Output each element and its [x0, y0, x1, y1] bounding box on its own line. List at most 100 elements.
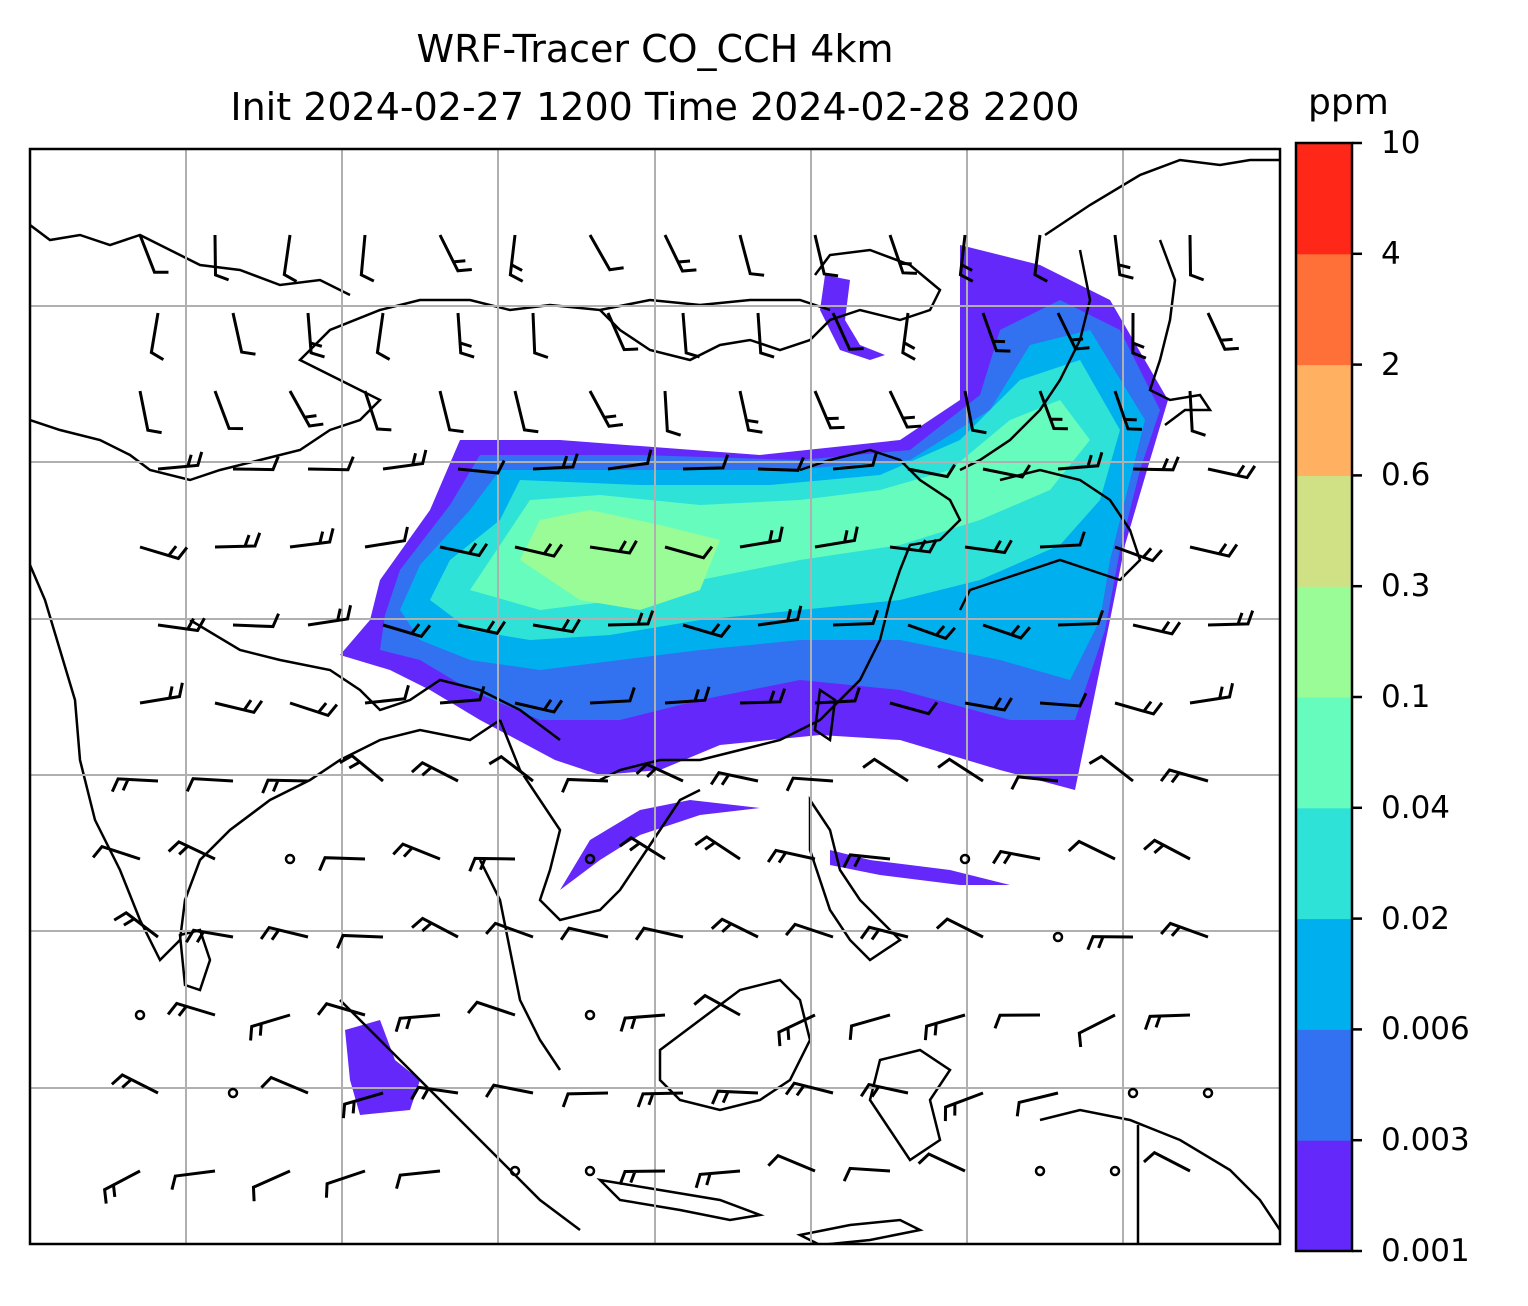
wind-barb [993, 1013, 1041, 1029]
wind-barb [1188, 234, 1205, 282]
wind-barb [157, 451, 204, 471]
wind-barb [935, 917, 984, 939]
wind-barb [785, 776, 834, 792]
wind-barb [1143, 1013, 1191, 1031]
wind-barb [1114, 545, 1163, 563]
wind-barb [103, 1169, 141, 1204]
wind-barb [943, 1091, 984, 1122]
map-title-line2: Init 2024-02-27 1200 Time 2024-02-28 220… [230, 85, 1080, 129]
wind-barb [1207, 464, 1257, 480]
wind-barb [606, 312, 639, 352]
wind-barb [963, 390, 987, 435]
wind-barb [814, 687, 861, 705]
wind-barb [693, 993, 741, 1017]
wind-barb [232, 456, 280, 472]
wind-barb [318, 856, 366, 872]
wind-barb [485, 921, 534, 939]
colorbar-band [1296, 586, 1352, 698]
wind-barb [468, 856, 516, 872]
wind-barb [589, 540, 638, 555]
wind-barb [336, 933, 384, 949]
plume-patch-sumatra [345, 1020, 420, 1115]
wind-barb [1143, 838, 1191, 861]
wind-barb-calm [1127, 1087, 1139, 1099]
wind-barb [457, 459, 506, 475]
wind-barb [532, 618, 581, 634]
colorbar-band [1296, 475, 1352, 587]
colorbar-tick-label: 10 [1381, 125, 1421, 161]
wind-barb [589, 687, 636, 705]
wind-barb [157, 617, 206, 633]
wind-barb [289, 701, 339, 718]
wind-barb [1142, 1150, 1191, 1173]
coastline-java [596, 1178, 765, 1222]
wind-barb [561, 1091, 609, 1108]
wind-barb [307, 456, 355, 472]
wind-barb [382, 623, 432, 639]
wind-barb [619, 1013, 666, 1032]
wind-barb [232, 613, 280, 629]
wind-barb [185, 777, 234, 793]
colorbar-tick-label: 0.04 [1381, 789, 1451, 826]
wind-barb [766, 848, 816, 864]
wind-barb [410, 760, 459, 783]
wind-barb [981, 312, 1011, 353]
colorbar-band [1296, 143, 1352, 255]
wind-barb [888, 390, 922, 429]
wind-barb [259, 925, 309, 941]
colorbar-band [1296, 697, 1352, 809]
wind-barb [848, 1013, 891, 1041]
tracer-plume [340, 245, 1168, 1115]
wind-barb [964, 697, 1013, 712]
wind-barb [392, 842, 441, 861]
wind-barb [138, 390, 162, 435]
wind-barb [364, 684, 410, 705]
coastline-tibet [189, 618, 561, 741]
plume-patch-philippines [830, 850, 1010, 885]
wind-barb [709, 770, 759, 786]
wind-barb [306, 312, 325, 359]
colorbar-bands [1296, 143, 1352, 1252]
wind-barb [561, 777, 609, 793]
wind-barb [588, 390, 624, 428]
wind-barb [813, 390, 845, 430]
wind-barb [813, 234, 839, 278]
wind-barb [1057, 451, 1104, 471]
wind-barb [982, 623, 1032, 640]
coastline-india [30, 564, 501, 963]
wind-barb [1132, 620, 1182, 636]
wind-barb [888, 234, 918, 275]
wind-barb [532, 453, 579, 471]
wind-barb-calm [1052, 931, 1064, 943]
wind-barb [1057, 609, 1104, 627]
map-title-line1: WRF-Tracer CO_CCH 4km [416, 27, 894, 71]
wind-barb-calm [509, 1165, 521, 1177]
colorbar-band [1296, 1029, 1352, 1141]
wind-barb [1159, 768, 1209, 784]
wind-barb [339, 753, 384, 783]
coastline-arabia [30, 224, 351, 297]
wind-barb [1039, 692, 1088, 708]
wind-barb-calm [1202, 1087, 1214, 1099]
wind-barb [607, 449, 653, 471]
wind-barb [484, 1083, 534, 1098]
wind-barb [634, 926, 684, 941]
wind-barb [937, 757, 984, 783]
wind-barb [618, 835, 666, 861]
wind-barb [907, 463, 956, 479]
wind-barb [635, 762, 684, 783]
wind-barb [664, 545, 714, 560]
wind-barb [170, 1169, 216, 1191]
coastline-malay [478, 859, 562, 1071]
wind-barb [1113, 390, 1143, 431]
coastline-lesser-sunda [796, 1218, 924, 1244]
wind-barb [738, 390, 763, 434]
wind-barb [466, 1000, 516, 1017]
colorbar-tick-label: 0.02 [1381, 900, 1451, 937]
wind-barb [682, 454, 730, 471]
wind-barb [514, 543, 564, 558]
wind-barb [113, 910, 159, 939]
wind-barb [607, 610, 655, 627]
wind-barb [139, 682, 184, 705]
wind-barb [289, 528, 335, 549]
